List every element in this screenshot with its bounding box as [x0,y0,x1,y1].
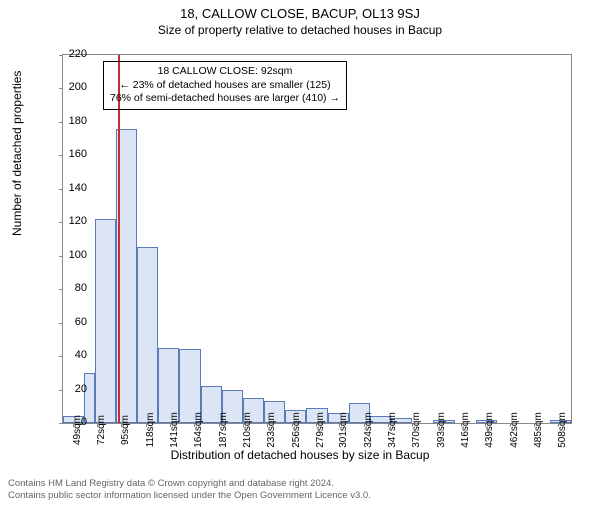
annotation-line3: 76% of semi-detached houses are larger (… [110,92,340,106]
y-tick-label: 120 [47,215,87,227]
y-axis-label: Number of detached properties [10,71,24,236]
chart-subtitle: Size of property relative to detached ho… [0,23,600,37]
x-tick-label: 370sqm [411,412,422,448]
x-tick-label: 164sqm [193,412,204,448]
x-axis-label: Distribution of detached houses by size … [0,448,600,462]
x-tick-label: 347sqm [387,412,398,448]
footer-line2: Contains public sector information licen… [8,490,371,502]
x-tick-label: 141sqm [169,412,180,448]
histogram-bar [137,247,158,423]
y-tick-label: 200 [47,81,87,93]
x-tick-label: 72sqm [96,415,107,445]
y-tick-label: 160 [47,148,87,160]
y-tick-label: 180 [47,115,87,127]
x-tick-label: 233sqm [266,412,277,448]
annotation-line2: ← 23% of detached houses are smaller (12… [110,79,340,93]
x-tick-label: 118sqm [145,413,156,448]
x-tick-label: 508sqm [557,412,568,448]
x-tick-label: 279sqm [315,412,326,448]
x-tick-label: 416sqm [460,412,471,448]
x-tick-label: 324sqm [363,412,374,448]
footer-line1: Contains HM Land Registry data © Crown c… [8,478,371,490]
footer-attribution: Contains HM Land Registry data © Crown c… [8,478,371,502]
chart-title: 18, CALLOW CLOSE, BACUP, OL13 9SJ [0,6,600,21]
y-tick-label: 80 [47,282,87,294]
property-marker-line [118,55,120,423]
x-tick-label: 256sqm [291,412,302,448]
y-tick-label: 220 [47,48,87,60]
x-tick-label: 462sqm [509,412,520,448]
x-tick-label: 95sqm [120,415,131,445]
x-tick-label: 210sqm [242,412,253,448]
annotation-box: 18 CALLOW CLOSE: 92sqm ← 23% of detached… [103,61,347,110]
y-tick-label: 20 [47,383,87,395]
x-tick-label: 439sqm [484,412,495,448]
y-tick-label: 40 [47,349,87,361]
histogram-bar [95,219,116,423]
x-tick-label: 393sqm [436,412,447,448]
x-tick-label: 49sqm [72,415,83,445]
x-tick-label: 485sqm [533,412,544,448]
x-tick-label: 301sqm [338,412,349,448]
chart-plot-area: 18 CALLOW CLOSE: 92sqm ← 23% of detached… [62,54,572,424]
x-tick-label: 187sqm [218,412,229,448]
annotation-line1: 18 CALLOW CLOSE: 92sqm [110,65,340,79]
y-tick-label: 100 [47,249,87,261]
y-tick-label: 60 [47,316,87,328]
y-tick-label: 140 [47,182,87,194]
